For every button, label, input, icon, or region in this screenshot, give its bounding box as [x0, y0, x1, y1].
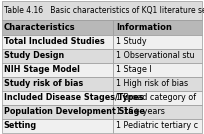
- Text: Table 4.16   Basic characteristics of KQ1 literature set: rheu: Table 4.16 Basic characteristics of KQ1 …: [4, 6, 204, 15]
- Bar: [2, 1, 202, 20]
- Text: NIH Stage Model: NIH Stage Model: [4, 65, 80, 74]
- Bar: [113, 49, 202, 63]
- Bar: [2, 119, 113, 133]
- Text: Total Included Studies: Total Included Studies: [4, 37, 104, 46]
- Bar: [2, 105, 113, 119]
- Text: 1 Broad category of: 1 Broad category of: [116, 93, 196, 102]
- Text: Setting: Setting: [4, 121, 37, 130]
- Bar: [2, 20, 113, 35]
- Text: Included Disease Stages/Types: Included Disease Stages/Types: [4, 93, 143, 102]
- Bar: [113, 77, 202, 91]
- Text: Characteristics: Characteristics: [4, 23, 75, 32]
- Text: Information: Information: [116, 23, 172, 32]
- Bar: [113, 63, 202, 77]
- Bar: [113, 35, 202, 49]
- Text: 1 16+ years: 1 16+ years: [116, 107, 165, 116]
- Bar: [113, 105, 202, 119]
- Bar: [2, 35, 113, 49]
- Text: 1 Pediatric tertiary c: 1 Pediatric tertiary c: [116, 121, 198, 130]
- Bar: [2, 49, 113, 63]
- Bar: [113, 20, 202, 35]
- Bar: [2, 77, 113, 91]
- Bar: [2, 91, 113, 105]
- Bar: [2, 63, 113, 77]
- Text: 1 High risk of bias: 1 High risk of bias: [116, 79, 188, 88]
- Text: Population Development Stage: Population Development Stage: [4, 107, 145, 116]
- Text: Study risk of bias: Study risk of bias: [4, 79, 83, 88]
- Text: 1 Stage I: 1 Stage I: [116, 65, 152, 74]
- Text: 1 Observational stu: 1 Observational stu: [116, 51, 195, 60]
- Bar: [113, 91, 202, 105]
- Bar: [113, 119, 202, 133]
- Text: 1 Study: 1 Study: [116, 37, 147, 46]
- Text: Study Design: Study Design: [4, 51, 64, 60]
